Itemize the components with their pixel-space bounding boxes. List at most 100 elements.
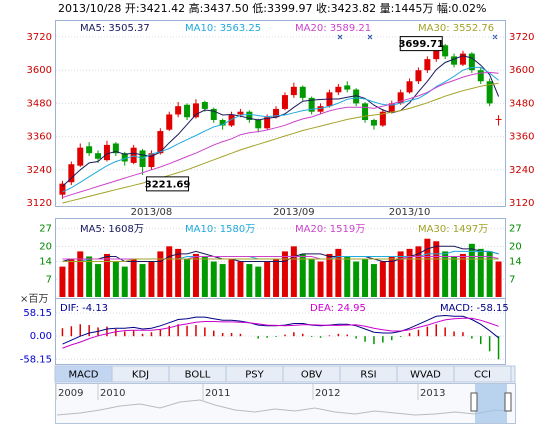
tab-label[interactable]: RSI — [360, 370, 376, 381]
candle-body — [486, 81, 493, 104]
tab-label[interactable]: CCI — [474, 370, 491, 381]
overview: 2009 2010 2011 2012 2013 — [55, 383, 516, 424]
candle-body — [379, 111, 386, 126]
overview-selection[interactable] — [475, 384, 507, 423]
candle-body — [415, 70, 422, 82]
y-tick-label: 3600 — [27, 65, 52, 76]
volume-bar — [326, 253, 333, 297]
volume-bar — [148, 261, 155, 297]
macd-line — [62, 317, 499, 349]
y-tick-label-right: 3480 — [509, 98, 534, 109]
tab[interactable] — [453, 365, 512, 383]
ma-line — [62, 82, 499, 204]
candle-body — [157, 131, 164, 154]
price-frame — [55, 20, 506, 207]
volume-ma-line — [62, 258, 499, 262]
candle-body — [424, 59, 431, 71]
annotation-box — [399, 36, 443, 52]
candle-body — [166, 114, 173, 130]
tab-label[interactable]: MACD — [69, 370, 99, 381]
volume-bar — [290, 246, 297, 297]
candle-body — [103, 144, 110, 161]
candle-body — [370, 120, 377, 126]
macd-frame — [55, 298, 506, 365]
overview-handle-right[interactable] — [504, 392, 512, 412]
candle-body — [130, 147, 137, 163]
volume-bar — [424, 238, 431, 297]
tab-label[interactable]: PSY — [245, 370, 264, 381]
tab-label[interactable]: BOLL — [185, 370, 211, 381]
y-tick-label-right: 3120 — [509, 198, 534, 209]
info-markers — [337, 34, 498, 40]
candle-body — [175, 106, 182, 115]
tab-label[interactable]: KDJ — [132, 370, 149, 381]
y-tick-label-right: 3600 — [509, 65, 534, 76]
volume-bar — [486, 251, 493, 297]
candle-body — [68, 164, 75, 183]
overview-frame — [55, 383, 516, 424]
y-tick-label: 3480 — [27, 98, 52, 109]
candle-body — [112, 143, 119, 154]
info-marker — [337, 34, 498, 40]
legend-entry: DIF: -4.13 — [60, 303, 108, 314]
tab-label[interactable]: OBV — [301, 370, 322, 381]
candle-body — [442, 45, 449, 57]
y-tick-label-right: 14 — [509, 257, 522, 268]
candle-body — [201, 102, 208, 109]
volume-bar — [175, 248, 182, 297]
volume-bar — [210, 261, 217, 297]
volume-bar — [477, 248, 484, 297]
candle-body — [77, 147, 84, 166]
y-tick-label: -58.15 — [20, 354, 52, 365]
volume-bar — [335, 248, 342, 297]
legend-entry: MA10: 3563.25 — [185, 23, 261, 34]
candle-body — [246, 111, 253, 120]
volume-bar — [112, 261, 119, 297]
y-tick-label: 3360 — [27, 132, 52, 143]
candle-body — [273, 108, 280, 118]
annotation-box — [146, 176, 190, 192]
volume-bar — [433, 241, 440, 297]
volume-bar — [139, 264, 146, 297]
x-tick-label: 2013/09 — [273, 207, 315, 218]
candle-body — [433, 45, 440, 60]
candle-body — [255, 120, 262, 129]
legend-entry: DEA: 24.95 — [310, 303, 366, 314]
volume-bar — [379, 261, 386, 297]
volume-bar — [192, 253, 199, 297]
y-tick-label-right: 27 — [509, 224, 522, 235]
candle-body — [451, 56, 458, 65]
volume-bar — [130, 259, 137, 297]
candle-body — [139, 150, 146, 168]
volume-bar — [201, 256, 208, 297]
legend-entry: MA10: 1580万 — [185, 224, 255, 235]
overview-handle-left[interactable] — [470, 392, 478, 412]
candle-body — [290, 86, 297, 96]
x-tick-label: 2013/08 — [131, 207, 173, 218]
volume-bar — [442, 251, 449, 297]
volume-bar — [362, 259, 369, 297]
volume-bar — [317, 261, 324, 297]
volume-bar — [353, 261, 360, 297]
volume-bar — [228, 259, 235, 297]
candle-body — [495, 118, 502, 120]
candle-body — [335, 86, 342, 93]
volume-ma-line — [62, 245, 499, 262]
volume-bar — [166, 246, 173, 297]
annotation-text: 3699.71 — [398, 39, 444, 50]
y-tick-label: 3120 — [27, 198, 52, 209]
candle-body — [237, 111, 244, 115]
volume-bar — [397, 251, 404, 297]
volume-bar — [281, 251, 288, 297]
volume-bar — [264, 261, 271, 297]
legend-entry: MA5: 1608万 — [80, 224, 144, 235]
candle-body — [148, 153, 155, 168]
volume-bar — [468, 243, 475, 297]
volume-bar — [415, 246, 422, 297]
volume-bar — [157, 251, 164, 297]
y-tick-label: 14 — [39, 257, 52, 268]
tab-label[interactable]: WVAD — [410, 370, 441, 381]
volume-bar — [121, 266, 128, 297]
